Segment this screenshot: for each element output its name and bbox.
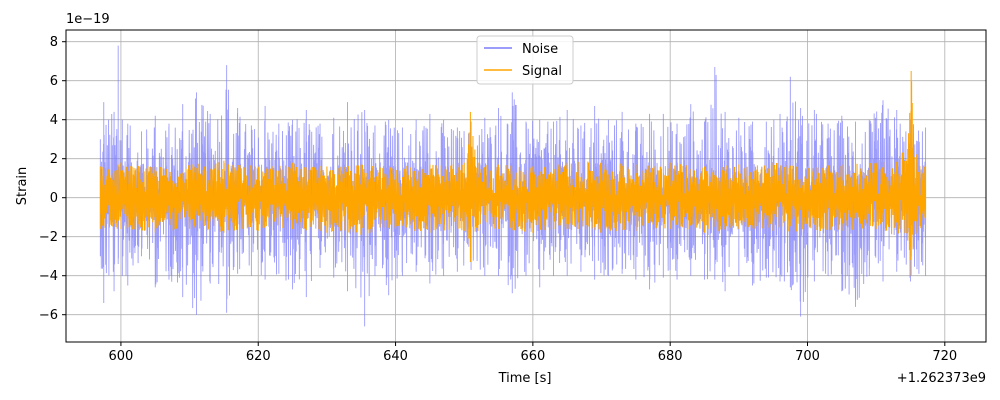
- legend-signal-label: Signal: [522, 64, 562, 79]
- legend-noise-label: Noise: [522, 42, 558, 57]
- y-tick-label: −6: [39, 308, 58, 323]
- x-tick-label: 720: [932, 349, 957, 364]
- x-tick-label: 620: [246, 349, 271, 364]
- y-scale-label: 1e−19: [66, 12, 110, 27]
- y-axis-label: Strain: [15, 167, 30, 206]
- y-tick-label: 0: [50, 191, 58, 206]
- y-tick-label: 8: [50, 35, 58, 50]
- x-tick-label: 640: [383, 349, 408, 364]
- y-tick-label: 4: [50, 113, 58, 128]
- x-tick-label: 680: [658, 349, 683, 364]
- y-tick-label: 2: [50, 152, 58, 167]
- y-tick-label: −2: [39, 230, 58, 245]
- x-tick-label: 700: [795, 349, 820, 364]
- plot-series: [99, 45, 927, 327]
- x-axis-label: Time [s]: [498, 371, 552, 386]
- y-tick-label: −4: [39, 269, 58, 284]
- axis-ticks: 600 620 640 660 680 700 720 −6 −4 −2 0 2 4 6 8: [39, 35, 957, 364]
- x-tick-label: 660: [520, 349, 545, 364]
- x-tick-label: 600: [109, 349, 134, 364]
- y-tick-label: 6: [50, 74, 58, 89]
- plot-area-frame: [65, 29, 987, 343]
- x-offset-label: +1.262373e9: [897, 371, 986, 386]
- series-line-signal: [99, 70, 927, 276]
- legend: Noise Signal: [476, 35, 574, 85]
